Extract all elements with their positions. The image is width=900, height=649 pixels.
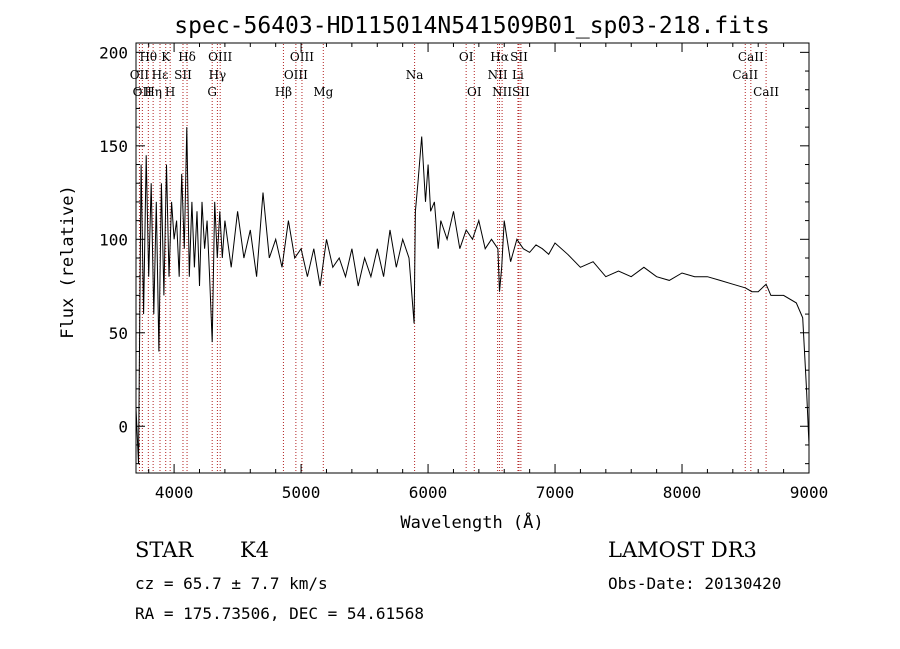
line-label: OI — [459, 50, 474, 64]
line-label: NII — [488, 68, 508, 82]
x-tick-label: 5000 — [282, 483, 321, 502]
x-tick-label: 6000 — [409, 483, 448, 502]
line-label: NII — [492, 85, 512, 99]
line-label: OII — [133, 85, 153, 99]
line-label: SII — [174, 68, 192, 82]
line-markers — [138, 44, 767, 472]
y-tick-label: 0 — [118, 417, 128, 436]
line-label: K — [161, 50, 171, 64]
y-axis-label: Flux (relative) — [58, 185, 78, 339]
line-label: Hε — [152, 68, 169, 82]
line-label: Li — [512, 68, 524, 82]
line-label: Hγ — [209, 68, 227, 82]
redshift-value: cz = 65.7 ± 7.7 km/s — [135, 574, 328, 593]
line-label: CaII — [732, 68, 758, 82]
line-label: Hδ — [178, 50, 196, 64]
object-class: STAR — [135, 538, 194, 562]
line-label: Hθ — [139, 50, 157, 64]
line-label: Hα — [490, 50, 509, 64]
y-axis: 0 50 100 150 200 — [99, 43, 809, 465]
line-label: SII — [512, 85, 530, 99]
obs-date: Obs-Date: 20130420 — [608, 574, 782, 593]
line-labels: OII OII Hθ Hη Hε K H SII Hδ G Hγ OIII Hβ OIII OIII Mg Na… — [130, 50, 779, 99]
coordinates: RA = 175.73506, DEC = 54.61568 — [135, 604, 424, 623]
x-tick-label: 7000 — [536, 483, 575, 502]
chart-title: spec-56403-HD115014N541509B01_sp03-218.f… — [174, 13, 769, 39]
y-tick-label: 200 — [99, 43, 128, 62]
line-label: CaII — [753, 85, 779, 99]
line-label: OIII — [208, 50, 232, 64]
y-tick-label: 100 — [99, 230, 128, 249]
line-label: G — [207, 85, 217, 99]
line-label: Hη — [144, 85, 162, 99]
line-label: OIII — [290, 50, 314, 64]
survey-name: LAMOST DR3 — [608, 538, 757, 562]
line-label: Mg — [313, 85, 333, 99]
line-label: OI — [467, 85, 482, 99]
x-tick-label: 4000 — [155, 483, 194, 502]
line-label: Na — [406, 68, 424, 82]
y-tick-label: 50 — [109, 324, 128, 343]
spectrum-line — [135, 127, 810, 464]
x-axis-label: Wavelength (Å) — [400, 511, 543, 533]
x-tick-label: 8000 — [663, 483, 702, 502]
line-label: SII — [510, 50, 528, 64]
plot-frame — [135, 42, 810, 474]
y-tick-label: 150 — [99, 137, 128, 156]
line-label: CaII — [738, 50, 764, 64]
x-axis: 4000 5000 6000 7000 8000 9000 — [148, 43, 829, 502]
line-label: OIII — [284, 68, 308, 82]
spectral-subclass: K4 — [240, 538, 270, 562]
x-tick-label: 9000 — [790, 483, 829, 502]
line-label: H — [165, 85, 175, 99]
line-label: Hβ — [275, 85, 292, 99]
line-label: OII — [130, 68, 150, 82]
